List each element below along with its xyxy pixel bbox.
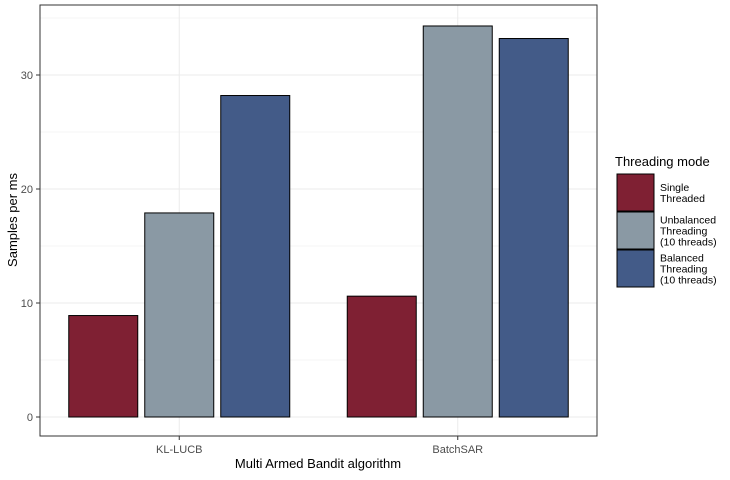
legend-label-1: Unbalanced Threading (10 threads) [660,215,717,249]
bar-batchsar-series-0 [346,295,417,418]
bar-kl-lucb-series-2 [220,95,291,418]
legend-title: Threading mode [615,154,710,169]
legend-key-1 [616,211,655,250]
bar-kl-lucb-series-0 [68,315,139,418]
x-tick-label: BatchSAR [432,444,483,456]
y-tick-label: 10 [21,298,33,310]
y-tick-label: 30 [21,70,33,82]
y-axis-title: Samples per ms [5,173,20,267]
bar-batchsar-series-2 [498,38,569,418]
x-axis-title: Multi Armed Bandit algorithm [235,456,401,471]
legend-key-0 [616,173,655,212]
axis-layer: KL-LUCB BatchSAR 0 10 20 30 [21,70,483,456]
bar-layer [68,25,569,418]
bar-kl-lucb-series-1 [144,212,215,418]
x-tick-label: KL-LUCB [156,444,202,456]
y-tick-label: 20 [21,184,33,196]
y-tick-label: 0 [27,412,33,424]
plot-panel-border [39,4,598,437]
bar-batchsar-series-1 [422,25,493,418]
legend-key-2 [616,249,655,288]
legend-label-0: Single Threaded [660,182,705,205]
legend: Threading mode Single Threaded Unbalanced T… [615,154,717,288]
legend-label-2: Balanced Threading (10 threads) [660,253,717,287]
